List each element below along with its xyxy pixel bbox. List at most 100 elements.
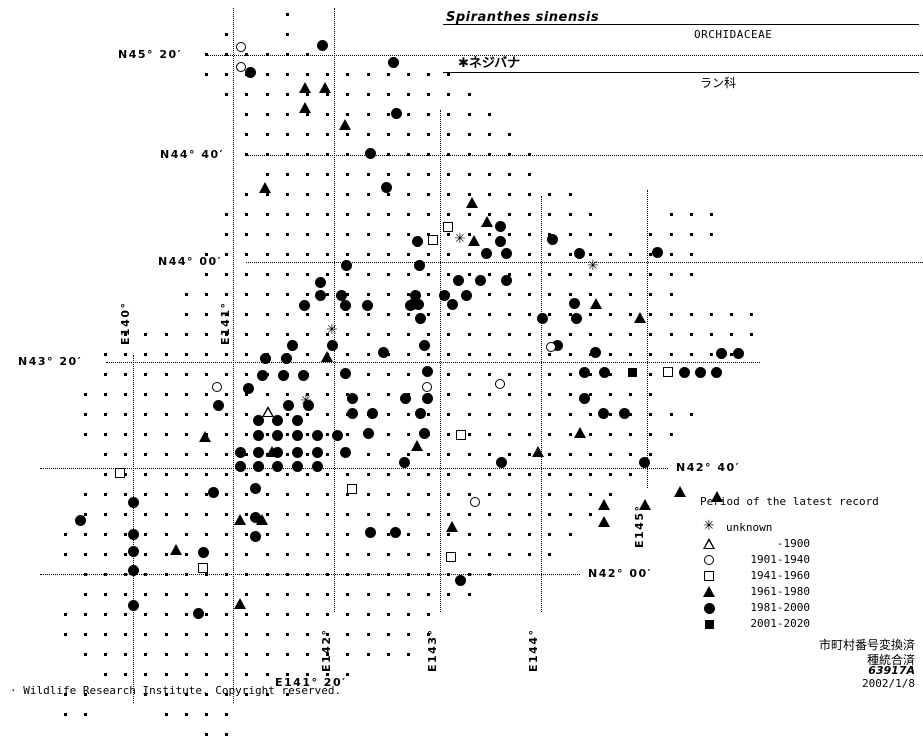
record-filled-triangle bbox=[233, 598, 246, 609]
lattice-dot bbox=[103, 372, 107, 376]
lattice-dot bbox=[245, 652, 249, 656]
lattice-dot bbox=[124, 372, 128, 376]
lattice-dot bbox=[63, 712, 67, 716]
lattice-dot bbox=[144, 692, 148, 696]
lattice-dot bbox=[649, 332, 653, 336]
lattice-dot bbox=[245, 392, 249, 396]
lattice-dot bbox=[164, 652, 168, 656]
lattice-dot bbox=[427, 132, 431, 136]
lattice-dot bbox=[427, 512, 431, 516]
lattice-dot bbox=[204, 452, 208, 456]
lattice-dot bbox=[265, 52, 269, 56]
lattice-dot bbox=[750, 332, 754, 336]
lattice-dot bbox=[245, 272, 249, 276]
lattice-dot bbox=[184, 492, 188, 496]
lattice-dot bbox=[184, 612, 188, 616]
record-filled-circle bbox=[340, 259, 352, 271]
legend-glyph-open-square bbox=[700, 569, 718, 583]
record-filled-circle bbox=[346, 392, 358, 404]
record-filled-circle bbox=[259, 352, 271, 364]
lattice-dot bbox=[285, 692, 289, 696]
lattice-dot bbox=[124, 332, 128, 336]
lattice-dot bbox=[386, 92, 390, 96]
lattice-dot bbox=[144, 612, 148, 616]
lattice-dot bbox=[467, 592, 471, 596]
record-filled-circle bbox=[311, 429, 323, 441]
lattice-dot bbox=[326, 92, 330, 96]
lattice-dot bbox=[427, 452, 431, 456]
lattice-dot bbox=[164, 672, 168, 676]
lattice-dot bbox=[649, 232, 653, 236]
lattice-dot bbox=[225, 732, 229, 736]
record-filled-circle bbox=[421, 365, 433, 377]
lattice-dot bbox=[305, 592, 309, 596]
lattice-dot bbox=[326, 172, 330, 176]
lattice-dot bbox=[568, 372, 572, 376]
longitude-label-1: E141° bbox=[219, 301, 232, 345]
record-filled-circle bbox=[366, 407, 378, 419]
lattice-dot bbox=[225, 472, 229, 476]
longitude-label-4: E144° bbox=[527, 628, 540, 672]
lattice-dot bbox=[164, 332, 168, 336]
lattice-dot bbox=[225, 272, 229, 276]
lattice-dot bbox=[265, 132, 269, 136]
lattice-dot bbox=[406, 192, 410, 196]
record-filled-triangle bbox=[702, 586, 715, 597]
lattice-dot bbox=[285, 12, 289, 16]
record-filled-circle bbox=[494, 220, 506, 232]
record-filled-circle bbox=[694, 366, 706, 378]
record-filled-circle bbox=[578, 392, 590, 404]
lattice-dot bbox=[427, 312, 431, 316]
lattice-dot bbox=[528, 532, 532, 536]
lattice-dot bbox=[164, 492, 168, 496]
lattice-dot bbox=[507, 132, 511, 136]
lattice-dot bbox=[487, 292, 491, 296]
record-unknown-star: ✳ bbox=[587, 258, 599, 274]
lattice-dot bbox=[204, 312, 208, 316]
lattice-dot bbox=[427, 532, 431, 536]
record-filled-circle bbox=[282, 399, 294, 411]
record-filled-triangle bbox=[320, 351, 333, 362]
lattice-dot bbox=[507, 492, 511, 496]
lattice-dot bbox=[467, 332, 471, 336]
lattice-dot bbox=[568, 332, 572, 336]
lattice-dot bbox=[305, 492, 309, 496]
lattice-dot bbox=[285, 552, 289, 556]
lattice-dot bbox=[346, 72, 350, 76]
lattice-dot bbox=[124, 392, 128, 396]
lattice-dot bbox=[730, 332, 734, 336]
lattice-dot bbox=[346, 672, 350, 676]
legend-glyph-filled-triangle bbox=[700, 585, 718, 599]
lattice-dot bbox=[305, 72, 309, 76]
lattice-dot bbox=[629, 332, 633, 336]
record-filled-circle bbox=[314, 289, 326, 301]
record-open-square bbox=[456, 430, 466, 440]
record-filled-triangle bbox=[255, 514, 268, 525]
lattice-dot bbox=[406, 452, 410, 456]
lattice-dot bbox=[447, 332, 451, 336]
lattice-dot bbox=[225, 452, 229, 456]
lattice-dot bbox=[164, 372, 168, 376]
lattice-dot bbox=[305, 532, 309, 536]
lattice-dot bbox=[568, 472, 572, 476]
lattice-dot bbox=[103, 672, 107, 676]
lattice-dot bbox=[528, 272, 532, 276]
lattice-dot bbox=[406, 352, 410, 356]
lattice-dot bbox=[326, 72, 330, 76]
lattice-dot bbox=[366, 552, 370, 556]
lattice-dot bbox=[265, 112, 269, 116]
lattice-dot bbox=[447, 132, 451, 136]
lattice-dot bbox=[103, 632, 107, 636]
record-filled-circle bbox=[291, 460, 303, 472]
lattice-dot bbox=[447, 112, 451, 116]
record-filled-circle bbox=[454, 574, 466, 586]
lattice-dot bbox=[164, 632, 168, 636]
longitude-label-0: E140° bbox=[119, 301, 132, 345]
lattice-dot bbox=[326, 492, 330, 496]
lattice-dot bbox=[245, 312, 249, 316]
lattice-dot bbox=[124, 632, 128, 636]
lattice-dot bbox=[487, 232, 491, 236]
record-filled-circle bbox=[651, 246, 663, 258]
lattice-dot bbox=[730, 352, 734, 356]
record-filled-circle bbox=[551, 339, 563, 351]
